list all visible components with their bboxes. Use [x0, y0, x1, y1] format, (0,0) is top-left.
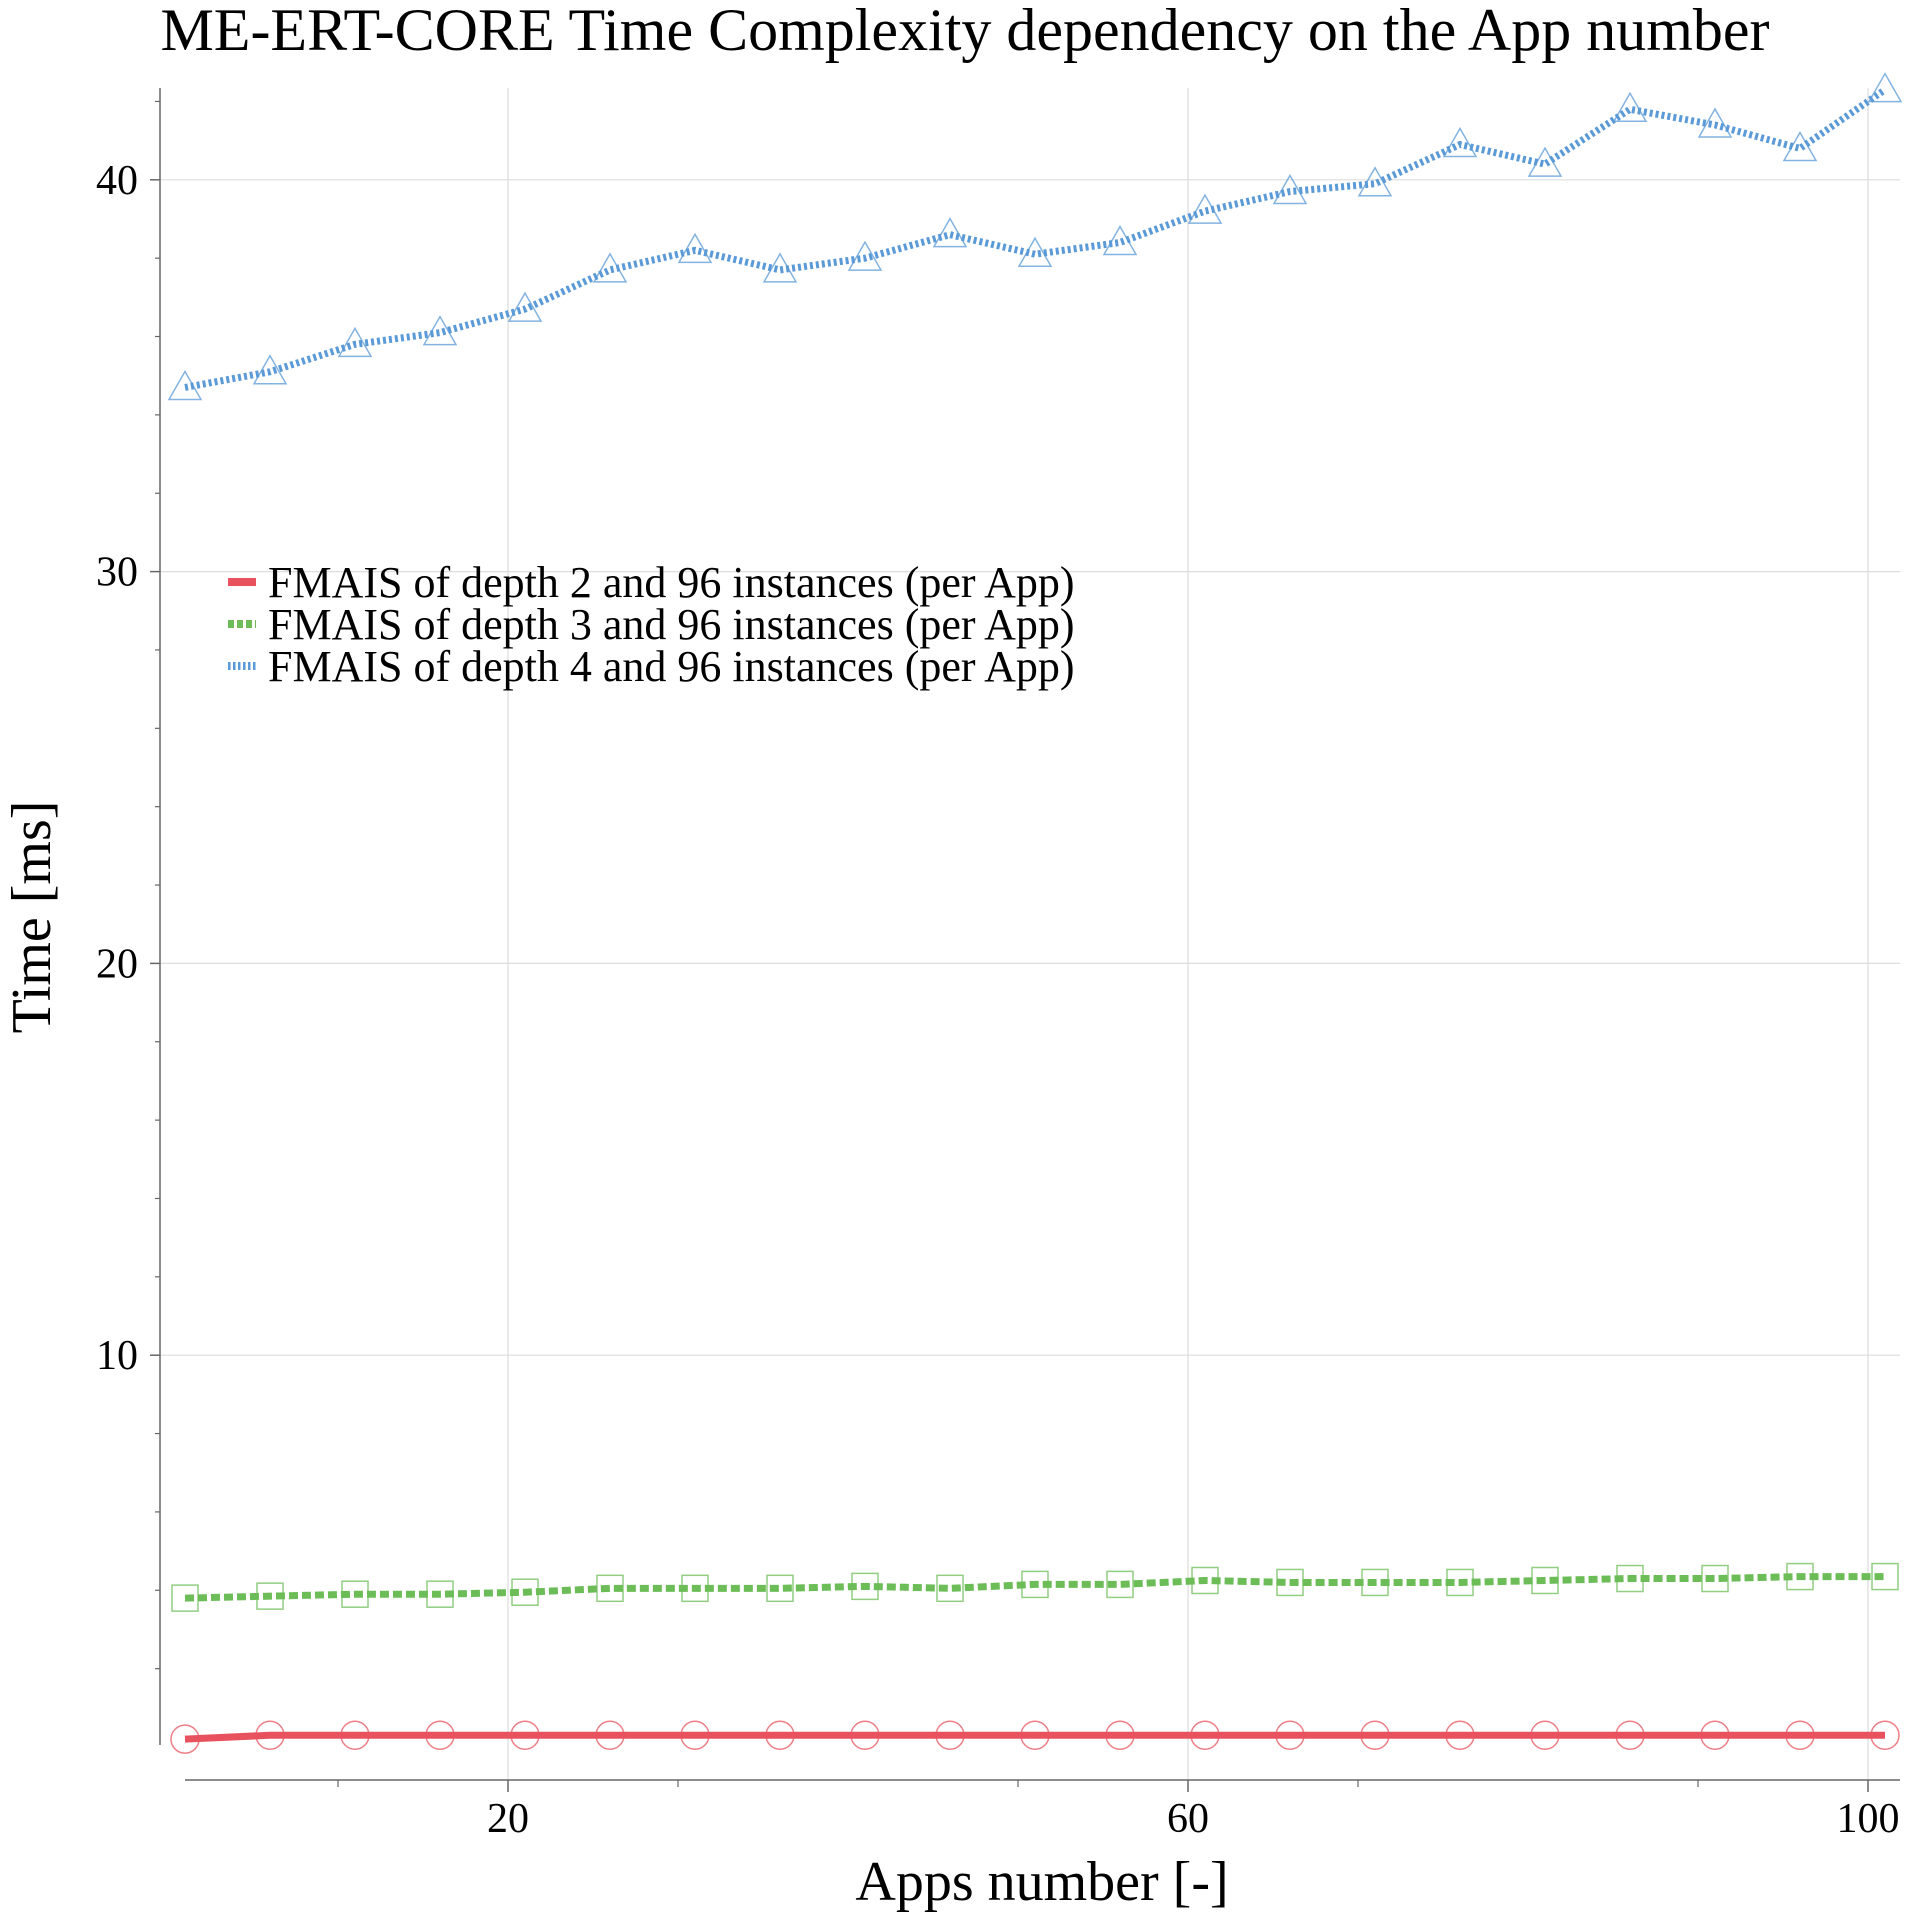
square-marker — [1446, 1568, 1474, 1597]
series-layer — [167, 72, 1903, 1754]
square-marker — [766, 1574, 794, 1603]
series-line — [184, 86, 1887, 391]
triangle-marker — [507, 291, 543, 322]
triangle-marker — [762, 252, 798, 283]
triangle-marker — [677, 232, 713, 264]
square-marker — [341, 1580, 369, 1608]
legend-label: FMAIS of depth 3 and 96 instances (per A… — [268, 600, 1075, 649]
circle-marker — [1360, 1720, 1390, 1750]
y-tick-label: 40 — [96, 158, 138, 204]
circle-marker — [170, 1724, 200, 1754]
triangle-marker — [1867, 72, 1903, 103]
triangle-marker — [1102, 224, 1138, 256]
circle-marker — [935, 1720, 965, 1750]
x-tick-label: 20 — [487, 1796, 529, 1842]
circle-marker — [680, 1720, 710, 1750]
triangle-marker — [1272, 174, 1308, 205]
legend: FMAIS of depth 2 and 96 instances (per A… — [228, 558, 1075, 691]
square-marker — [1361, 1568, 1389, 1597]
circle-marker — [1445, 1720, 1475, 1750]
x-tick-label: 100 — [1837, 1796, 1900, 1842]
circle-marker — [1190, 1720, 1220, 1750]
square-marker — [1191, 1566, 1219, 1595]
x-axis-label: Apps number [-] — [855, 1851, 1228, 1913]
triangle-marker — [422, 315, 458, 346]
square-marker — [596, 1574, 624, 1603]
triangle-marker — [1612, 91, 1648, 123]
square-marker — [936, 1574, 964, 1603]
square-marker — [1021, 1570, 1049, 1599]
triangle-marker — [1017, 236, 1053, 267]
ticks: 10 20 30 40 20 60 100 — [96, 100, 1900, 1842]
triangle-marker — [1442, 127, 1478, 158]
triangle-marker — [252, 354, 288, 385]
triangle-marker — [592, 252, 628, 283]
axes — [159, 88, 1900, 1781]
triangle-marker — [167, 369, 203, 401]
circle-marker — [1785, 1720, 1815, 1750]
y-axis-label: Time [ms] — [1, 801, 63, 1034]
square-marker — [681, 1574, 709, 1603]
legend-label: FMAIS of depth 4 and 96 instances (per A… — [268, 642, 1075, 691]
square-marker — [511, 1578, 539, 1606]
circle-marker — [425, 1720, 455, 1750]
square-marker — [1871, 1562, 1899, 1591]
legend-label: FMAIS of depth 2 and 96 instances (per A… — [268, 558, 1075, 607]
series-line — [184, 1731, 1885, 1743]
circle-marker — [595, 1720, 625, 1750]
square-marker — [256, 1582, 284, 1610]
square-marker — [1786, 1562, 1814, 1591]
circle-marker — [1870, 1720, 1900, 1750]
square-marker — [1276, 1568, 1304, 1597]
circle-marker — [1530, 1720, 1560, 1750]
circle-marker — [255, 1720, 285, 1750]
y-tick-label: 10 — [96, 1333, 138, 1379]
circle-marker — [1105, 1720, 1135, 1750]
series-line — [184, 1573, 1885, 1602]
square-marker — [1106, 1570, 1134, 1599]
square-marker — [1701, 1564, 1729, 1593]
triangle-marker — [1697, 107, 1733, 138]
square-marker — [1531, 1566, 1559, 1595]
y-tick-label: 30 — [96, 550, 138, 596]
square-marker — [426, 1580, 454, 1608]
series-3 — [167, 72, 1903, 401]
square-marker — [171, 1584, 199, 1612]
x-tick-label: 60 — [1167, 1796, 1209, 1842]
circle-marker — [765, 1720, 795, 1750]
series-2 — [171, 1562, 1899, 1612]
circle-marker — [850, 1720, 880, 1750]
circle-marker — [1275, 1720, 1305, 1750]
circle-marker — [340, 1720, 370, 1750]
circle-marker — [510, 1720, 540, 1750]
triangle-marker — [1357, 166, 1393, 197]
triangle-marker — [1527, 146, 1563, 177]
series-1 — [170, 1720, 1900, 1754]
chart-title: ME-ERT-CORE Time Complexity dependency o… — [160, 0, 1769, 63]
triangle-marker — [1187, 193, 1223, 224]
triangle-marker — [1782, 130, 1818, 162]
circle-marker — [1615, 1720, 1645, 1750]
square-marker — [851, 1572, 879, 1601]
triangle-marker — [932, 217, 968, 248]
triangle-marker — [847, 240, 883, 271]
grid — [160, 88, 1900, 1780]
y-tick-label: 20 — [96, 941, 138, 987]
square-marker — [1616, 1564, 1644, 1593]
circle-marker — [1700, 1720, 1730, 1750]
triangle-marker — [337, 326, 373, 358]
circle-marker — [1020, 1720, 1050, 1750]
